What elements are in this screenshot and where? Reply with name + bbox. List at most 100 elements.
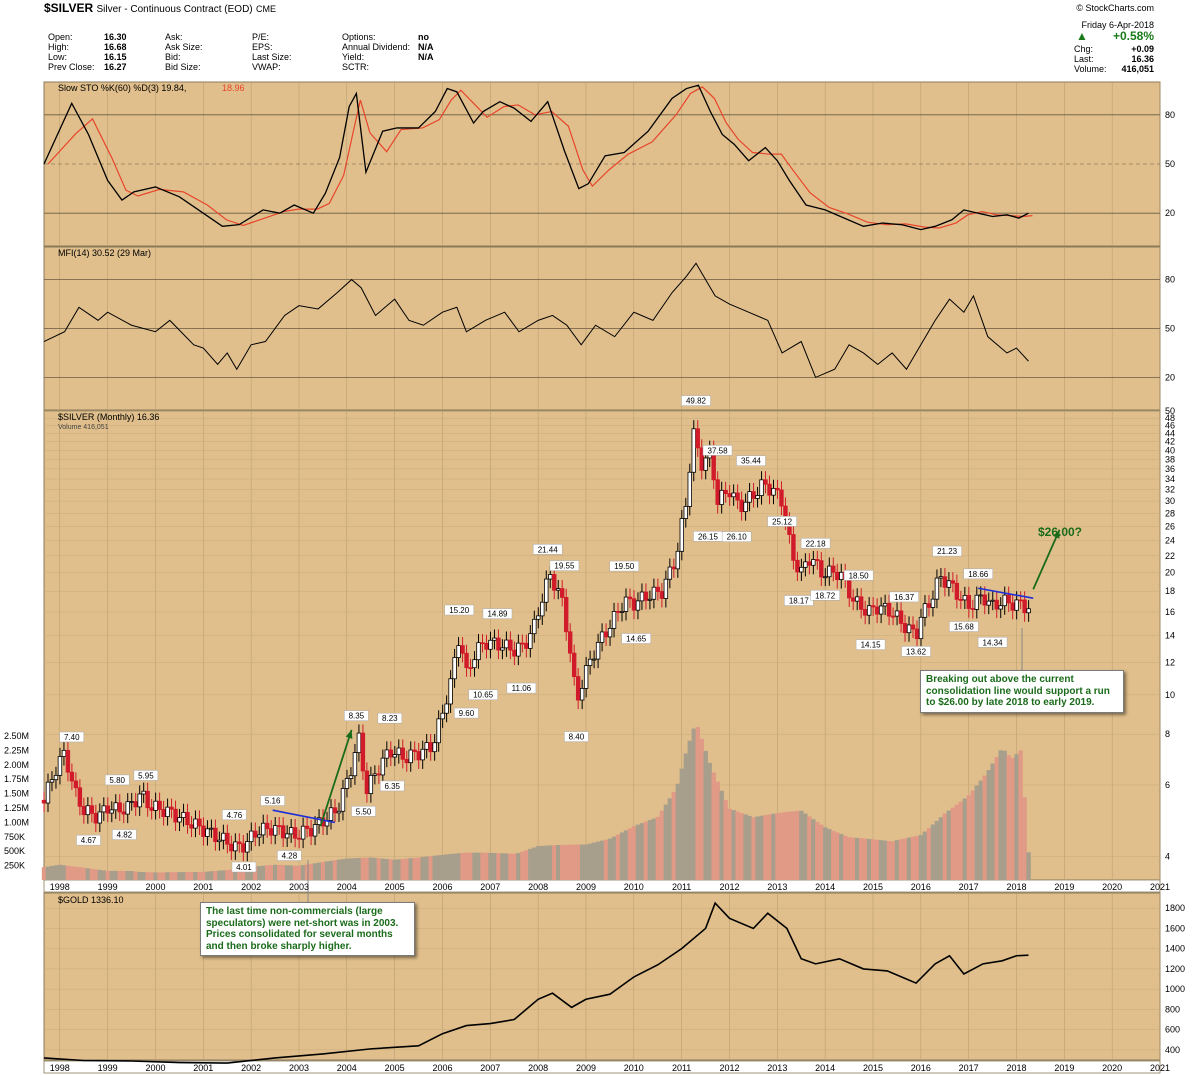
candle-body <box>986 600 991 606</box>
note-2003: The last time non-commercials (large spe… <box>200 902 415 956</box>
candle-body <box>811 559 816 566</box>
volume-bar <box>237 868 242 880</box>
gold-tick-label: 1000 <box>1165 984 1185 994</box>
volume-bar <box>89 868 95 880</box>
volume-bar <box>811 819 816 880</box>
candle-body <box>898 610 904 624</box>
candle-body <box>603 631 609 638</box>
candle-body <box>456 645 461 658</box>
price-label-box <box>767 516 797 527</box>
price-tick-label: 12 <box>1165 658 1175 668</box>
candle-body <box>571 652 577 677</box>
volume-bar <box>548 845 553 880</box>
year-tick-label: 2005 <box>385 1063 405 1073</box>
candle-body <box>276 825 282 827</box>
price-label-box <box>681 395 711 406</box>
volume-bar <box>304 864 310 880</box>
year-tick-label: 2019 <box>1054 1063 1074 1073</box>
candle-body <box>767 483 772 496</box>
price-label-box <box>468 689 498 700</box>
volume-bar <box>552 845 557 880</box>
price-label: 26.15 <box>698 532 719 541</box>
price-label-box <box>76 834 101 846</box>
high-value: 16.68 <box>104 42 127 52</box>
candle-body <box>312 824 318 837</box>
volume-bar <box>683 753 688 880</box>
candle-body <box>858 596 864 610</box>
sto-k-line <box>43 84 1029 231</box>
year-tick-label: 2002 <box>241 1063 261 1073</box>
candle-body <box>229 843 234 852</box>
volume-bar <box>791 811 796 880</box>
candle-body <box>946 580 952 588</box>
candle-body <box>380 757 386 776</box>
candle-body <box>1010 602 1015 611</box>
note-breakout: Breaking out above the current consolida… <box>920 670 1124 713</box>
volume-bar <box>1026 852 1031 880</box>
volume-bar <box>910 836 916 880</box>
candle-body <box>265 822 270 830</box>
year-tick-label: 2013 <box>767 882 787 892</box>
volume-bar <box>703 750 708 880</box>
candle-body <box>149 807 154 811</box>
candle-body <box>384 749 390 759</box>
price-tick-label: 20 <box>1165 568 1175 578</box>
volume-bar <box>723 799 728 880</box>
price-tick-label: 14 <box>1165 631 1175 641</box>
volume-bar <box>1022 797 1027 880</box>
year-tick-label: 2004 <box>337 882 357 892</box>
volume-bar <box>970 790 976 880</box>
volume-bar <box>109 870 114 880</box>
volume-bar <box>261 865 266 880</box>
volume-bar <box>862 838 868 880</box>
volume-bar <box>687 740 692 880</box>
candle-body <box>536 615 541 620</box>
candle-body <box>280 825 286 839</box>
volume-bar <box>225 869 230 880</box>
year-tick-label: 2014 <box>815 1063 835 1073</box>
candle-body <box>141 790 146 795</box>
volume-bar <box>185 872 190 880</box>
price-label-box <box>482 608 513 619</box>
candle-body <box>185 812 190 826</box>
mfi-legend: MFI(14) 30.52 (29 Mar) <box>58 248 151 258</box>
candle-body <box>209 827 214 830</box>
date-axis-band-2 <box>43 1060 1161 1074</box>
price-label: 18.17 <box>789 597 810 606</box>
price-label: 25.12 <box>772 517 793 526</box>
volume-bar <box>707 762 712 880</box>
volume-bar <box>141 872 146 880</box>
candle-body <box>424 742 429 750</box>
volume-bar <box>930 824 936 880</box>
candle-body <box>396 747 401 755</box>
volume-bar <box>276 864 282 880</box>
volume-bar <box>308 863 314 880</box>
volume-bar <box>49 865 55 880</box>
volume-bar <box>520 851 525 880</box>
candle-body <box>803 561 808 568</box>
volume-bar <box>372 857 378 880</box>
candle-body <box>795 559 800 573</box>
volume-bar <box>974 785 979 880</box>
volume-bar <box>217 870 222 880</box>
candle-body <box>866 605 872 616</box>
candle-body <box>488 639 493 650</box>
volume-bar <box>759 815 764 880</box>
volume-bar <box>468 852 473 880</box>
year-tick-label: 2011 <box>672 882 691 892</box>
candle-body <box>719 489 724 505</box>
candle-body <box>643 591 649 601</box>
candle-body <box>823 576 828 579</box>
candle-body <box>731 492 736 498</box>
exchange: CME <box>255 4 276 14</box>
stats-left-values: 16.30 16.68 16.15 16.27 <box>104 32 127 72</box>
volume-bar <box>133 871 138 880</box>
year-tick-label: 2019 <box>1054 882 1074 892</box>
target-label: $26.00? <box>1038 525 1082 539</box>
candle-body <box>65 749 71 773</box>
candle-body <box>372 773 378 776</box>
price-label: 16.37 <box>894 593 915 602</box>
volume-bar <box>213 870 218 880</box>
volume-bar <box>129 870 134 880</box>
candle-body <box>408 749 413 764</box>
